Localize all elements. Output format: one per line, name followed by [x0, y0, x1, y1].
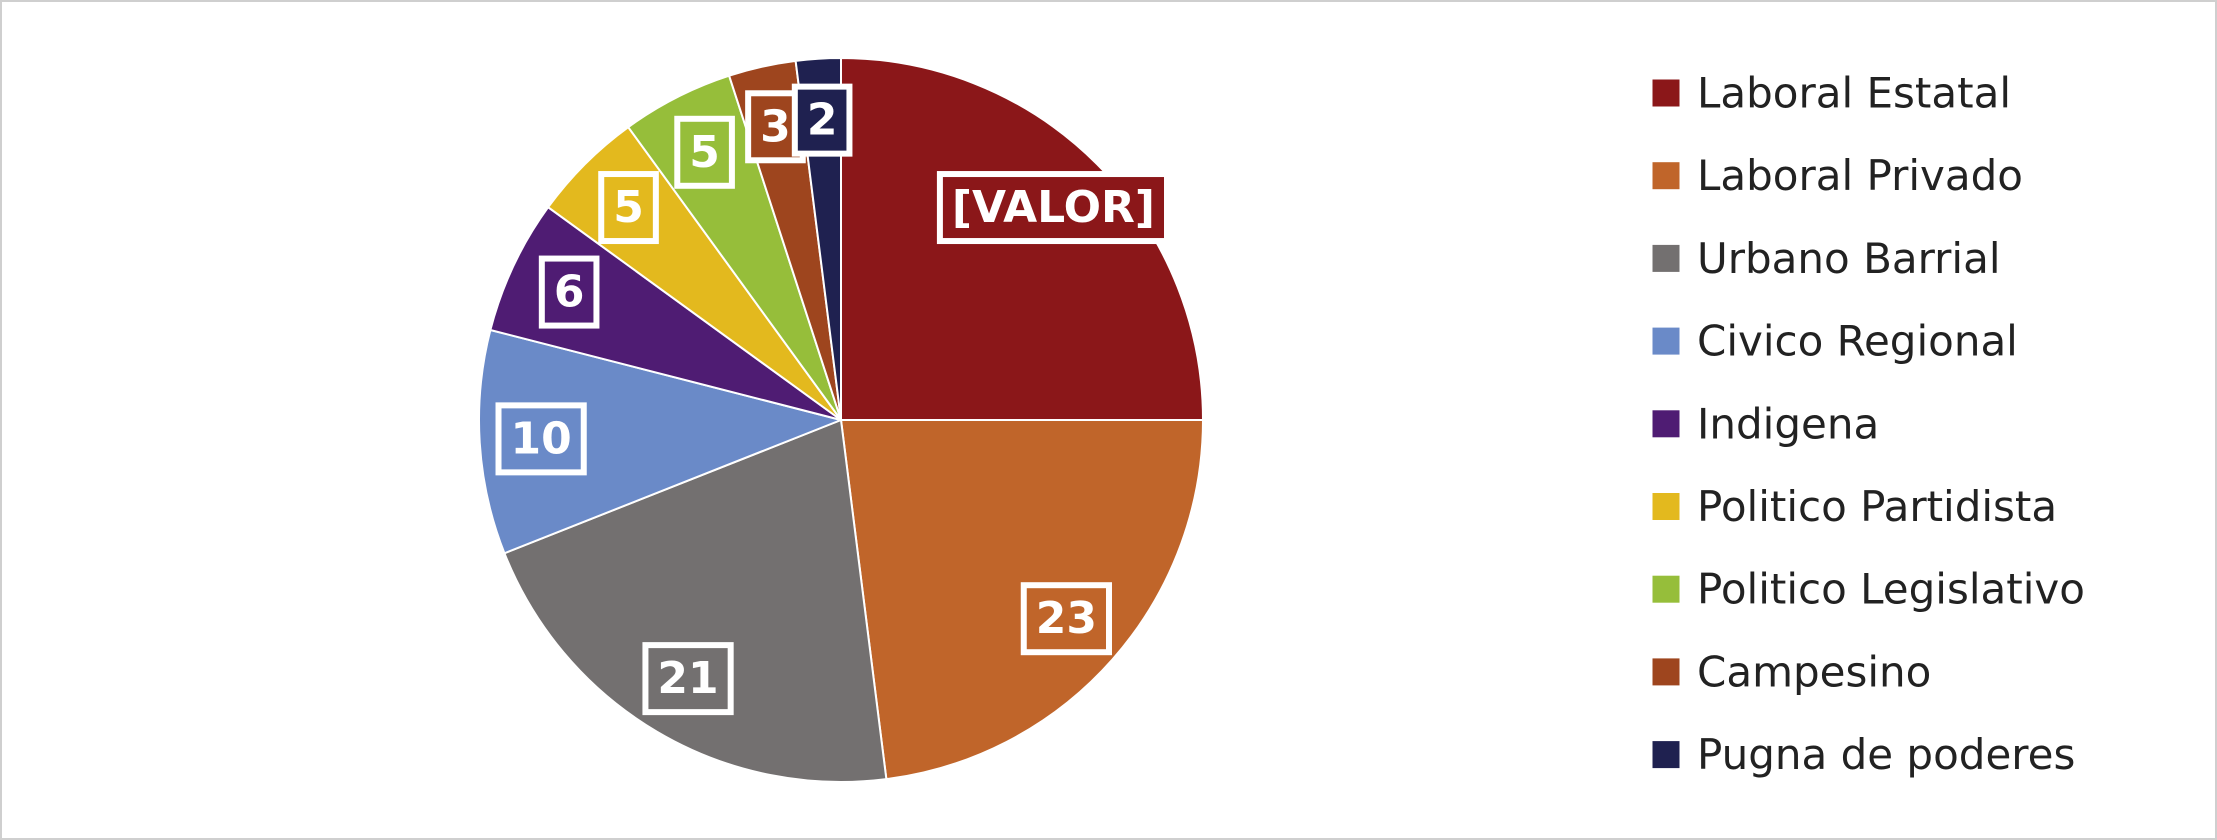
data-label-box — [642, 642, 734, 716]
pie-slice — [503, 418, 888, 783]
legend-label: Laboral Estatal — [1697, 69, 2011, 118]
legend-swatch — [1651, 409, 1681, 439]
legend-label: Politico Partidista — [1697, 482, 2057, 531]
legend-swatch — [1651, 657, 1681, 687]
data-label-box — [598, 171, 659, 245]
legend-label: Indigena — [1697, 399, 1879, 448]
data-label: 23 — [1036, 593, 1097, 644]
legend-label: Civico Regional — [1697, 317, 2018, 366]
data-label-box — [674, 115, 735, 189]
data-label-box — [495, 402, 587, 476]
data-label: 21 — [657, 653, 718, 704]
data-label: 2 — [807, 95, 838, 146]
legend-label: Pugna de poderes — [1697, 730, 2075, 779]
pie-slice — [478, 328, 845, 555]
data-label: 3 — [760, 101, 791, 152]
data-label-box — [538, 255, 600, 329]
data-label: [VALOR] — [952, 182, 1155, 233]
legend-label: Laboral Privado — [1697, 151, 2023, 200]
data-label: 6 — [554, 267, 585, 318]
data-label-box — [791, 83, 853, 157]
legend-swatch — [1651, 243, 1681, 273]
legend-label: Urbano Barrial — [1697, 234, 2001, 283]
legend-swatch — [1651, 161, 1681, 191]
data-label-box — [1020, 582, 1112, 656]
data-label: 5 — [689, 127, 720, 178]
legend-swatch — [1651, 574, 1681, 604]
legend-swatch — [1651, 492, 1681, 521]
data-label: 5 — [613, 182, 644, 233]
legend-swatch — [1651, 326, 1681, 356]
data-label-box — [936, 171, 1171, 245]
legend-label: Politico Legislativo — [1697, 565, 2085, 614]
legend-swatch — [1651, 740, 1681, 770]
legend-label: Campesino — [1697, 647, 1931, 696]
data-label: 10 — [511, 413, 572, 464]
legend-swatch — [1651, 78, 1681, 108]
